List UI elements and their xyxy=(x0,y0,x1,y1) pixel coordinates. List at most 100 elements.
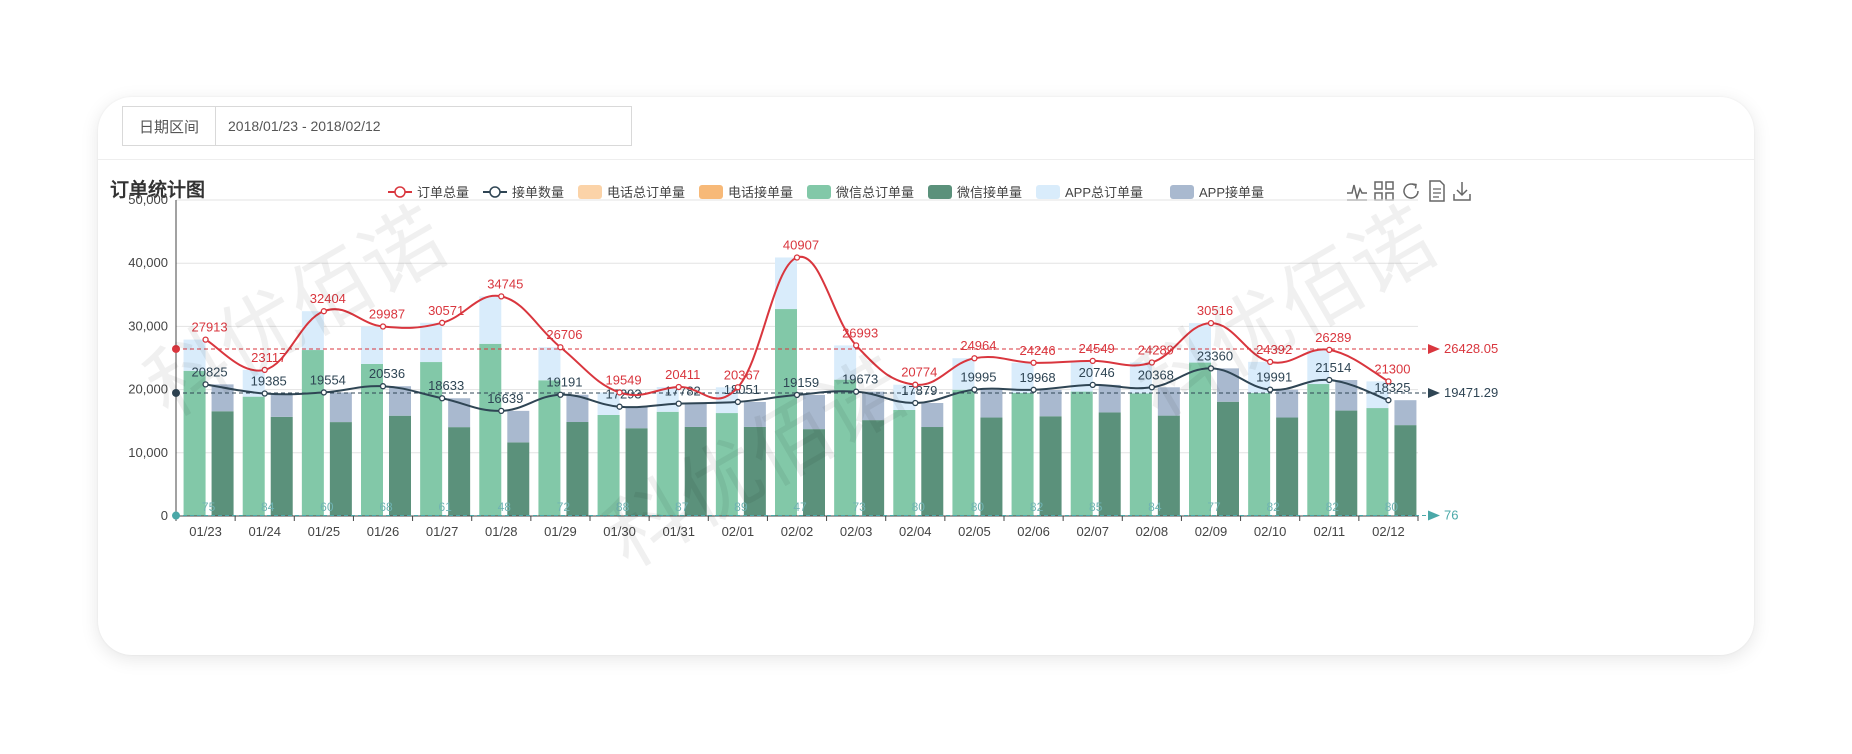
legend-bar-swatch xyxy=(1036,185,1060,199)
phone-data-label: 72 xyxy=(557,500,571,514)
accepted-bar xyxy=(270,416,293,516)
total-bar xyxy=(301,311,324,351)
total-bar xyxy=(479,343,502,516)
refresh-icon[interactable] xyxy=(1399,179,1423,203)
accepted-bar xyxy=(862,420,885,516)
accepted-bar xyxy=(684,403,707,427)
legend-item[interactable]: 电话接单量 xyxy=(699,185,793,200)
total-bar xyxy=(242,369,265,397)
total-bar xyxy=(361,326,383,364)
total-bar xyxy=(1070,360,1093,392)
line-data-label: 20411 xyxy=(665,367,700,382)
mark-line-label: 76 xyxy=(1444,508,1458,523)
mark-line-start xyxy=(172,511,180,520)
x-tick-label: 01/31 xyxy=(662,524,695,539)
filter-bar: 日期区间 xyxy=(98,97,1754,160)
accepted-bar xyxy=(1098,412,1121,516)
line-data-label: 18633 xyxy=(428,378,464,393)
line-data-label: 21300 xyxy=(1374,361,1410,376)
total-bar xyxy=(183,370,206,516)
line-data-label: 19968 xyxy=(1019,370,1055,385)
x-tick-label: 02/12 xyxy=(1372,524,1405,539)
mark-line-arrow xyxy=(1428,510,1440,521)
accepted-bar xyxy=(329,422,352,516)
legend-item[interactable]: 电话总订单量 xyxy=(578,185,685,200)
date-range-label: 日期区间 xyxy=(123,107,216,145)
legend-item[interactable]: 接单数量 xyxy=(483,185,564,200)
total-bar xyxy=(538,347,561,381)
line-data-label: 24392 xyxy=(1256,342,1292,357)
line-point xyxy=(1148,359,1156,366)
total-bar xyxy=(834,379,857,516)
line-point xyxy=(1030,386,1037,393)
accepted-bar xyxy=(1394,425,1417,516)
x-tick-label: 01/24 xyxy=(248,524,281,539)
line-point xyxy=(1089,357,1096,365)
line-point xyxy=(852,342,860,349)
total-bar xyxy=(242,396,265,516)
phone-data-label: 82 xyxy=(1030,500,1044,514)
total-bar xyxy=(538,380,561,516)
mark-line-label: 26428.05 xyxy=(1444,341,1498,356)
accepted-bar xyxy=(1335,410,1358,516)
line-point xyxy=(261,366,268,374)
legend-item[interactable]: 微信接单量 xyxy=(928,185,1022,200)
x-tick-label: 01/26 xyxy=(367,524,400,539)
line-point xyxy=(675,383,682,391)
legend-item[interactable]: APP接单量 xyxy=(1170,185,1264,200)
y-tick-label: 20,000 xyxy=(128,382,168,397)
total-bar xyxy=(1189,323,1211,363)
line-point xyxy=(734,384,742,391)
line-data-label: 19995 xyxy=(960,370,996,385)
line-point xyxy=(498,407,505,414)
line-point xyxy=(498,293,505,300)
accepted-bar xyxy=(921,403,944,428)
line-point xyxy=(320,308,328,315)
accepted-bar xyxy=(1217,401,1239,516)
line-point xyxy=(734,398,742,406)
download-icon[interactable] xyxy=(1450,179,1474,203)
legend-label: 电话总订单量 xyxy=(607,185,685,200)
legend-bar-swatch xyxy=(807,185,831,199)
accepted-bar xyxy=(1039,389,1062,417)
legend-item[interactable]: 微信总订单量 xyxy=(807,185,914,200)
phone-data-label: 80 xyxy=(912,500,926,514)
line-data-label: 21514 xyxy=(1315,360,1351,375)
line-data-label: 19991 xyxy=(1256,370,1292,385)
accepted-bar xyxy=(1039,416,1062,516)
chart-card: 日期区间 订单统计图 0 10,000 20,000 30,000 40,000 50,0… xyxy=(98,97,1754,655)
accepted-bar xyxy=(980,389,1003,418)
accepted-bar xyxy=(507,442,530,516)
x-tick-label: 02/04 xyxy=(899,524,932,539)
line-point xyxy=(1207,319,1215,327)
line-data-label: 40907 xyxy=(783,237,819,252)
y-tick-label: 40,000 xyxy=(128,255,168,270)
mark-line-arrow xyxy=(1428,343,1440,354)
line-point xyxy=(1266,386,1274,393)
x-tick-label: 02/10 xyxy=(1254,524,1287,539)
accepted-bar xyxy=(743,401,766,427)
line-data-label: 19673 xyxy=(842,372,878,387)
legend-item[interactable]: APP总订单量 xyxy=(1036,185,1143,200)
date-range-input[interactable] xyxy=(216,107,631,145)
line-point xyxy=(379,323,387,330)
x-tick-label: 01/25 xyxy=(308,524,341,539)
accepted-bar xyxy=(389,415,411,516)
legend-item[interactable]: 订单总量 xyxy=(388,185,469,200)
accepted-bar xyxy=(921,427,944,516)
line-point xyxy=(1207,365,1215,372)
accepted-bar xyxy=(389,386,411,416)
y-tick-label: 0 xyxy=(161,508,168,523)
data-view-icon[interactable] xyxy=(1425,179,1449,203)
total-bar xyxy=(361,363,383,516)
accepted-bar xyxy=(1157,387,1180,416)
legend-bar-swatch xyxy=(578,185,602,199)
line-data-label: 34745 xyxy=(487,276,523,291)
x-tick-label: 01/23 xyxy=(189,524,222,539)
line-data-label: 16639 xyxy=(487,391,523,406)
total-bar xyxy=(1129,393,1152,516)
series-line xyxy=(205,255,1389,400)
line-data-label: 20368 xyxy=(1138,367,1174,382)
accepted-bar xyxy=(625,428,648,516)
phone-data-label: 80 xyxy=(1385,500,1399,514)
